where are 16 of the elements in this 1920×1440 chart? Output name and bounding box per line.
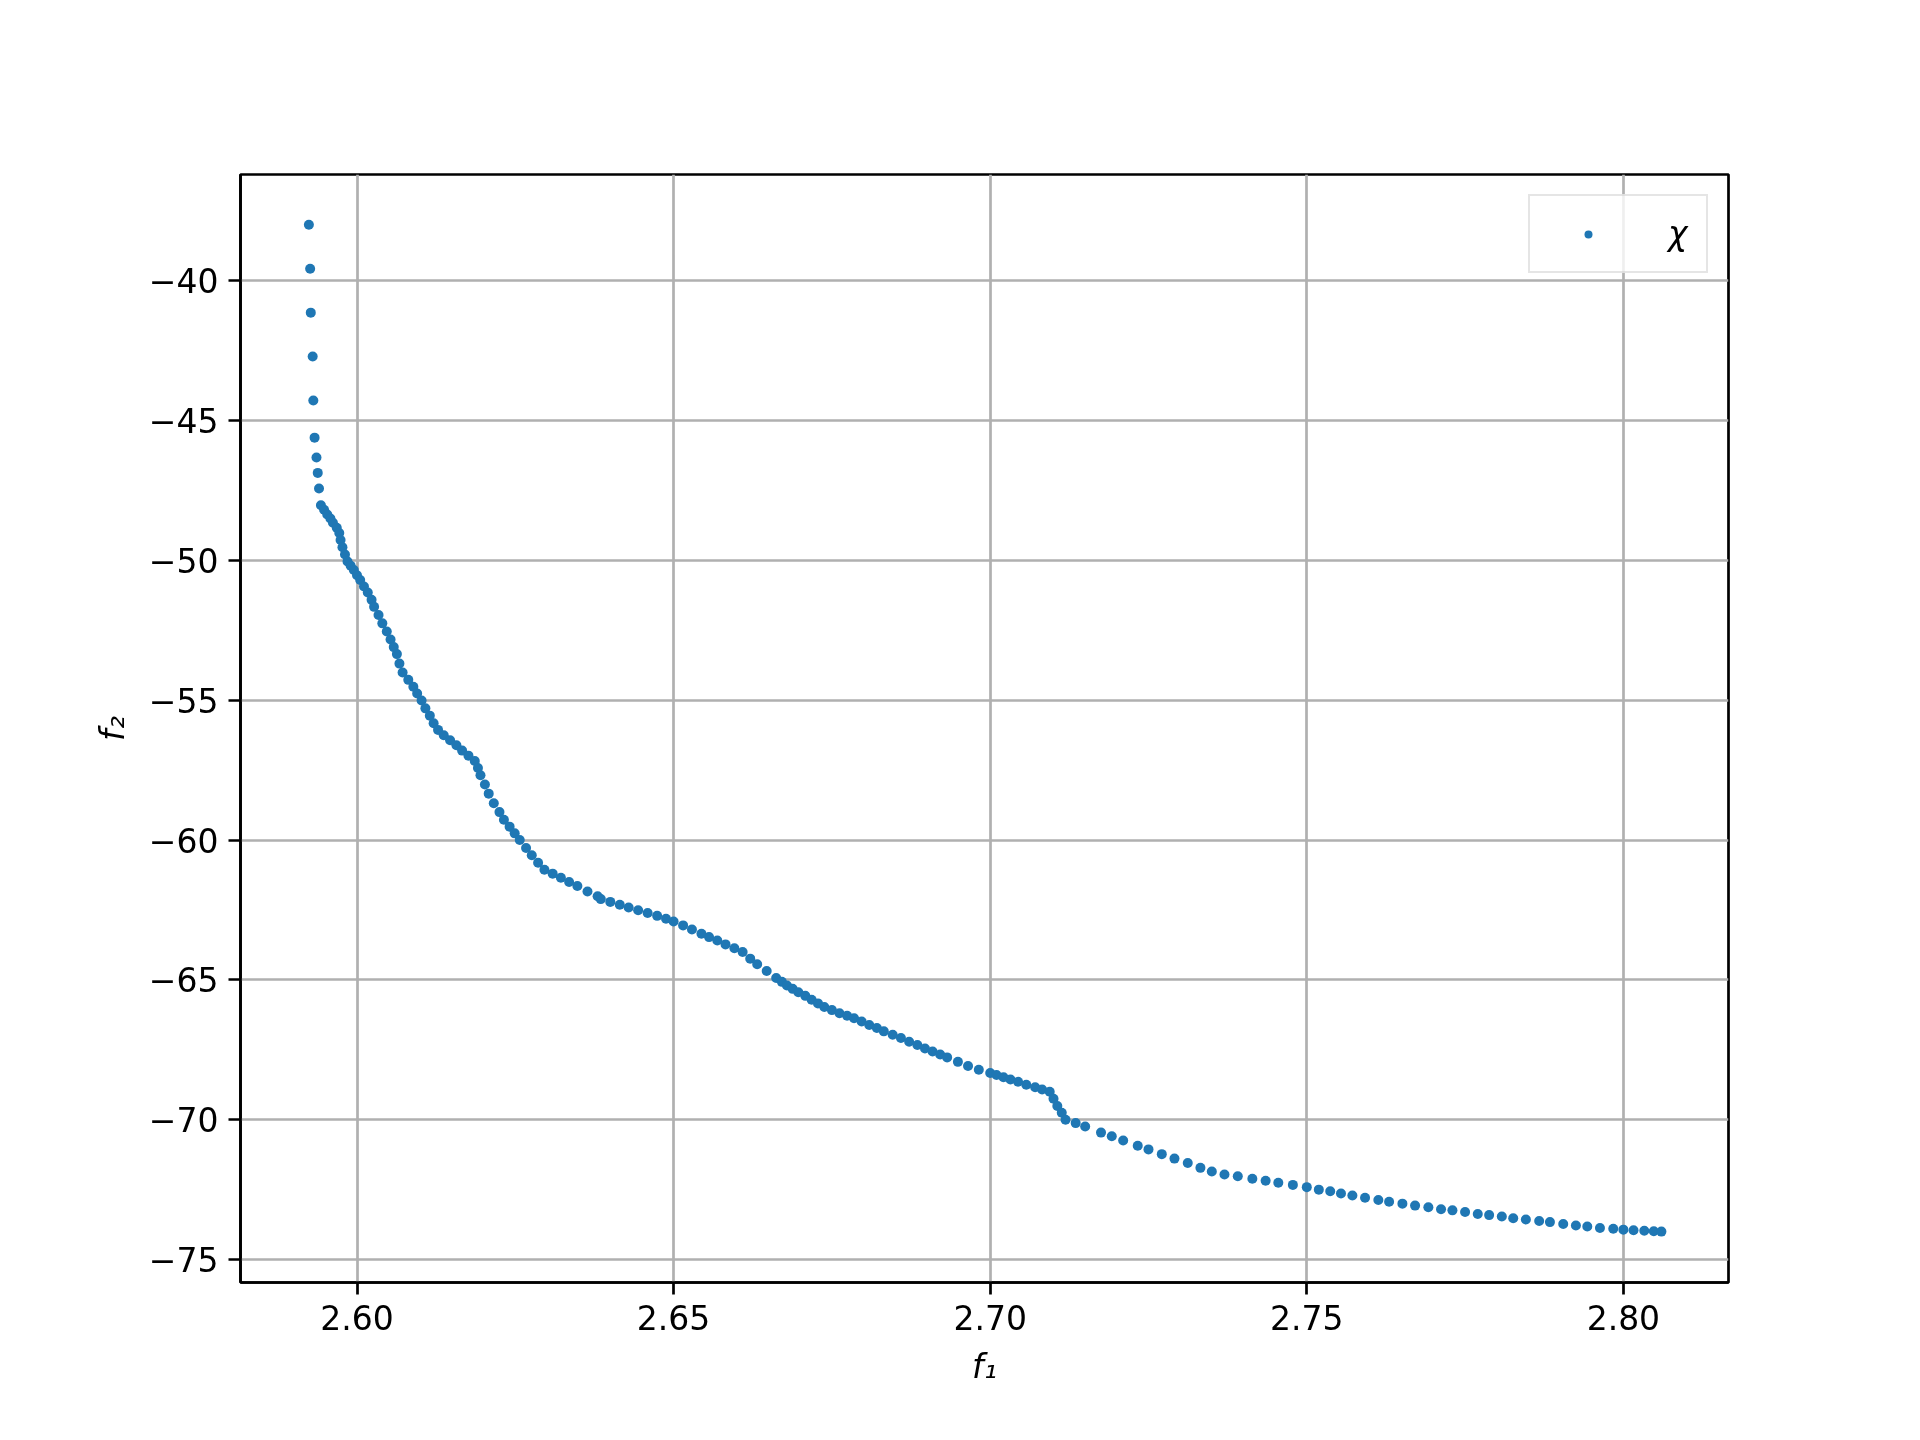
x-tick-label: 2.65	[636, 1298, 711, 1338]
x-tick-label: 2.60	[320, 1298, 394, 1338]
legend-label: χ	[1668, 214, 1688, 253]
y-tick-label: −50	[148, 541, 219, 581]
y-axis-title: f₂	[92, 716, 132, 741]
y-tick-label: −45	[148, 402, 219, 442]
x-tick-label: 2.70	[953, 1298, 1027, 1338]
x-axis-title: f₁	[972, 1346, 997, 1386]
y-tick-label: −60	[148, 821, 219, 861]
x-tick-label: 2.75	[1270, 1298, 1344, 1338]
y-tick-label: −75	[148, 1241, 219, 1281]
y-tick-label: −70	[148, 1101, 219, 1141]
y-tick-label: −55	[148, 681, 219, 721]
y-tick-label: −40	[148, 262, 219, 302]
y-tick-label: −65	[148, 961, 219, 1001]
x-tick-label: 2.80	[1586, 1298, 1661, 1338]
